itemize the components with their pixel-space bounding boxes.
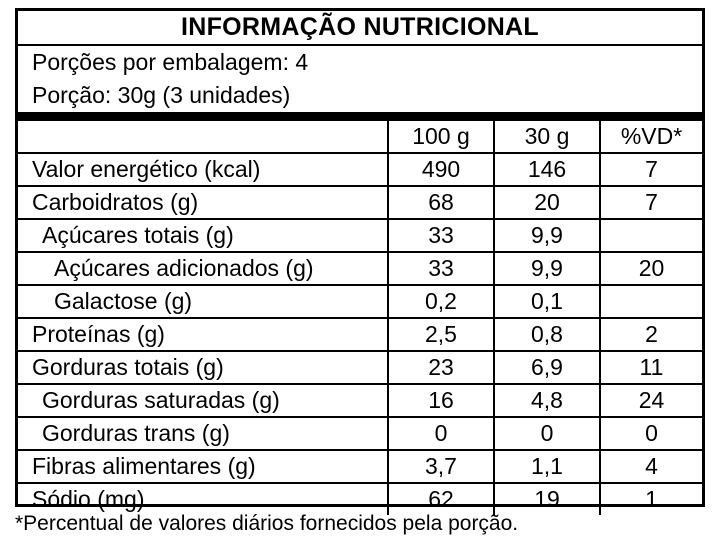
- value-per-100g: 3,7: [387, 449, 495, 484]
- table-row: Fibras alimentares (g) 3,7 1,1 4: [18, 449, 702, 484]
- value-per-serving: 19: [493, 482, 601, 515]
- nutrient-name: Açúcares adicionados (g): [18, 251, 389, 286]
- value-per-100g: 490: [387, 152, 495, 187]
- serving-info: Porções por embalagem: 4 Porção: 30g (3 …: [18, 46, 702, 112]
- value-daily-percent: 4: [599, 449, 702, 484]
- table-row: Gorduras totais (g) 23 6,9 11: [18, 350, 702, 385]
- nutrient-name: Gorduras trans (g): [18, 416, 389, 451]
- nutrition-table: 100 g 30 g %VD* Valor energético (kcal) 4…: [18, 119, 702, 515]
- value-per-100g: 62: [387, 482, 495, 515]
- nutrient-name: Gorduras totais (g): [18, 350, 389, 385]
- value-per-100g: 2,5: [387, 317, 495, 352]
- nutrient-name: Sódio (mg): [18, 482, 389, 515]
- table-row: Gorduras trans (g) 0 0 0: [18, 416, 702, 451]
- table-row: Proteínas (g) 2,5 0,8 2: [18, 317, 702, 352]
- value-daily-percent: 11: [599, 350, 702, 385]
- value-daily-percent: 7: [599, 152, 702, 187]
- value-daily-percent: [599, 218, 702, 253]
- value-per-100g: 68: [387, 185, 495, 220]
- value-per-serving: 0: [493, 416, 601, 451]
- value-per-100g: 16: [387, 383, 495, 418]
- nutrient-name: Gorduras saturadas (g): [18, 383, 389, 418]
- value-per-100g: 33: [387, 218, 495, 253]
- nutrient-name: Proteínas (g): [18, 317, 389, 352]
- table-header-row: 100 g 30 g %VD*: [18, 119, 702, 154]
- serving-size: Porção: 30g (3 unidades): [32, 82, 291, 108]
- thick-divider: [18, 112, 702, 119]
- nutrient-name: Açúcares totais (g): [18, 218, 389, 253]
- value-per-100g: 0: [387, 416, 495, 451]
- value-daily-percent: 2: [599, 317, 702, 352]
- table-row: Galactose (g) 0,2 0,1: [18, 284, 702, 319]
- value-per-serving: 20: [493, 185, 601, 220]
- table-row: Sódio (mg) 62 19 1: [18, 482, 702, 515]
- value-per-100g: 0,2: [387, 284, 495, 319]
- value-daily-percent: 24: [599, 383, 702, 418]
- value-daily-percent: 20: [599, 251, 702, 286]
- value-daily-percent: 0: [599, 416, 702, 451]
- value-per-serving: 4,8: [493, 383, 601, 418]
- footnote: *Percentual de valores diários fornecido…: [15, 512, 519, 535]
- table-row: Gorduras saturadas (g) 16 4,8 24: [18, 383, 702, 418]
- value-per-serving: 0,8: [493, 317, 601, 352]
- value-per-serving: 0,1: [493, 284, 601, 319]
- header-nutrient: [18, 119, 389, 154]
- value-daily-percent: [599, 284, 702, 319]
- table-row: Açúcares totais (g) 33 9,9: [18, 218, 702, 253]
- nutrient-name: Carboidratos (g): [18, 185, 389, 220]
- value-per-serving: 9,9: [493, 251, 601, 286]
- header-per-100g: 100 g: [387, 119, 495, 154]
- label-title: INFORMAÇÃO NUTRICIONAL: [18, 11, 702, 46]
- header-per-serving: 30 g: [493, 119, 601, 154]
- table-row: Açúcares adicionados (g) 33 9,9 20: [18, 251, 702, 286]
- value-per-serving: 146: [493, 152, 601, 187]
- servings-per-package: Porções por embalagem: 4: [32, 49, 309, 75]
- value-daily-percent: 1: [599, 482, 702, 515]
- value-per-serving: 9,9: [493, 218, 601, 253]
- value-per-100g: 33: [387, 251, 495, 286]
- header-daily-value: %VD*: [599, 119, 702, 154]
- value-per-serving: 6,9: [493, 350, 601, 385]
- table-row: Carboidratos (g) 68 20 7: [18, 185, 702, 220]
- nutrient-name: Valor energético (kcal): [18, 152, 389, 187]
- nutrient-name: Galactose (g): [18, 284, 389, 319]
- value-per-serving: 1,1: [493, 449, 601, 484]
- table-row: Valor energético (kcal) 490 146 7: [18, 152, 702, 187]
- nutrition-facts-label: INFORMAÇÃO NUTRICIONAL Porções por embal…: [15, 8, 705, 515]
- value-per-100g: 23: [387, 350, 495, 385]
- value-daily-percent: 7: [599, 185, 702, 220]
- nutrient-name: Fibras alimentares (g): [18, 449, 389, 484]
